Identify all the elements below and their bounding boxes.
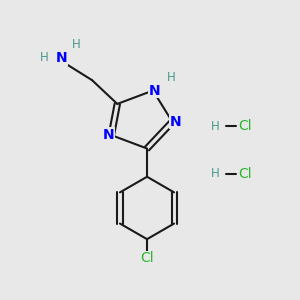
Text: N: N xyxy=(56,51,68,65)
Text: N: N xyxy=(148,84,160,98)
Text: Cl: Cl xyxy=(140,251,154,266)
Text: Cl: Cl xyxy=(238,167,252,181)
Text: N: N xyxy=(169,115,181,129)
Text: H: H xyxy=(211,120,220,133)
Text: Cl: Cl xyxy=(238,119,252,133)
Text: H: H xyxy=(211,167,220,180)
Text: H: H xyxy=(40,51,49,64)
Text: H: H xyxy=(72,38,81,51)
Text: N: N xyxy=(103,128,115,142)
Text: H: H xyxy=(167,71,176,84)
